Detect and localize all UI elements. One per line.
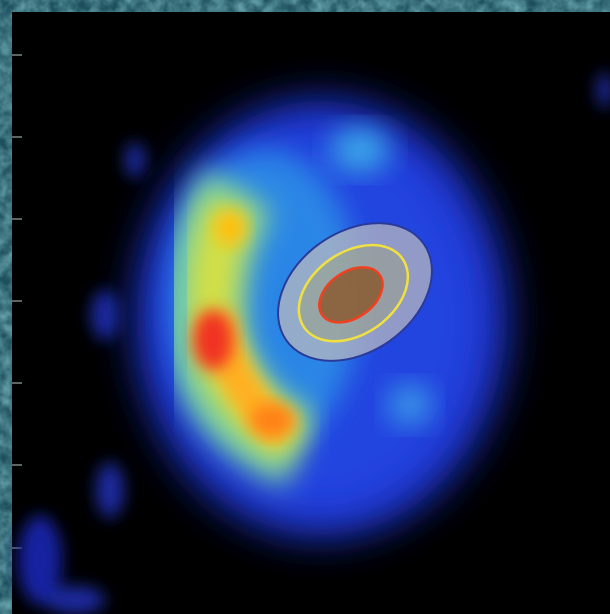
- ticks: [12, 54, 22, 549]
- overlay-ellipse: [277, 222, 433, 362]
- faint-emission: [18, 72, 610, 614]
